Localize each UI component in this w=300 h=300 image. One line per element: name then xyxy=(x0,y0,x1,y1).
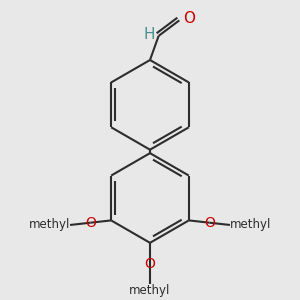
Text: methyl: methyl xyxy=(129,284,171,297)
Text: methyl: methyl xyxy=(29,218,70,232)
Text: H: H xyxy=(144,27,155,42)
Text: O: O xyxy=(183,11,195,26)
Text: O: O xyxy=(145,256,155,271)
Text: O: O xyxy=(85,216,96,230)
Text: O: O xyxy=(204,216,215,230)
Text: methyl: methyl xyxy=(230,218,271,232)
